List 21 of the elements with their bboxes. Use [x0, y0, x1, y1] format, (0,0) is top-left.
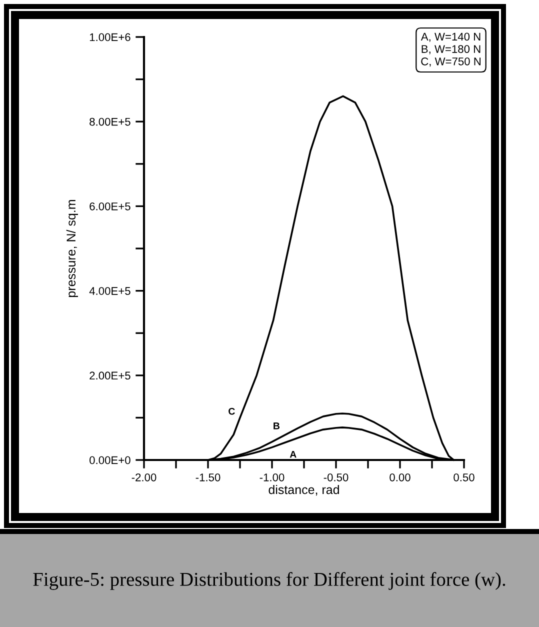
y-axis-title: pressure, N/ sq.m — [66, 200, 78, 298]
y-tick-label: 2.00E+5 — [90, 372, 130, 380]
annotation: A, W=140 N — [420, 32, 480, 42]
y-tick-label: 6.00E+5 — [90, 202, 130, 210]
y-tick-label: 8.00E+5 — [90, 118, 130, 126]
series-label: C — [228, 408, 235, 415]
series-label: B — [274, 422, 280, 430]
x-tick-label: -2.00 — [132, 473, 156, 482]
x-tick-label: -0.50 — [324, 473, 348, 482]
x-tick-label: -1.50 — [196, 473, 220, 482]
x-tick-label: 0.50 — [454, 473, 474, 482]
y-tick-label: 4.00E+5 — [89, 287, 130, 295]
series-label: A — [290, 450, 296, 458]
annotation: C, W=750 N — [421, 57, 481, 67]
x-tick-label: -1.00 — [260, 473, 284, 482]
x-axis-title: distance, rad — [268, 484, 339, 496]
text: Figure-5: pressure Distributions for Different joint force (w). — [33, 572, 506, 590]
y-tick-label: 1.00E+6 — [90, 33, 130, 42]
y-tick-label: 0.00E+0 — [90, 456, 130, 464]
annotation: B, W=180 N — [422, 45, 480, 54]
x-tick-label: 0.00 — [390, 473, 410, 482]
